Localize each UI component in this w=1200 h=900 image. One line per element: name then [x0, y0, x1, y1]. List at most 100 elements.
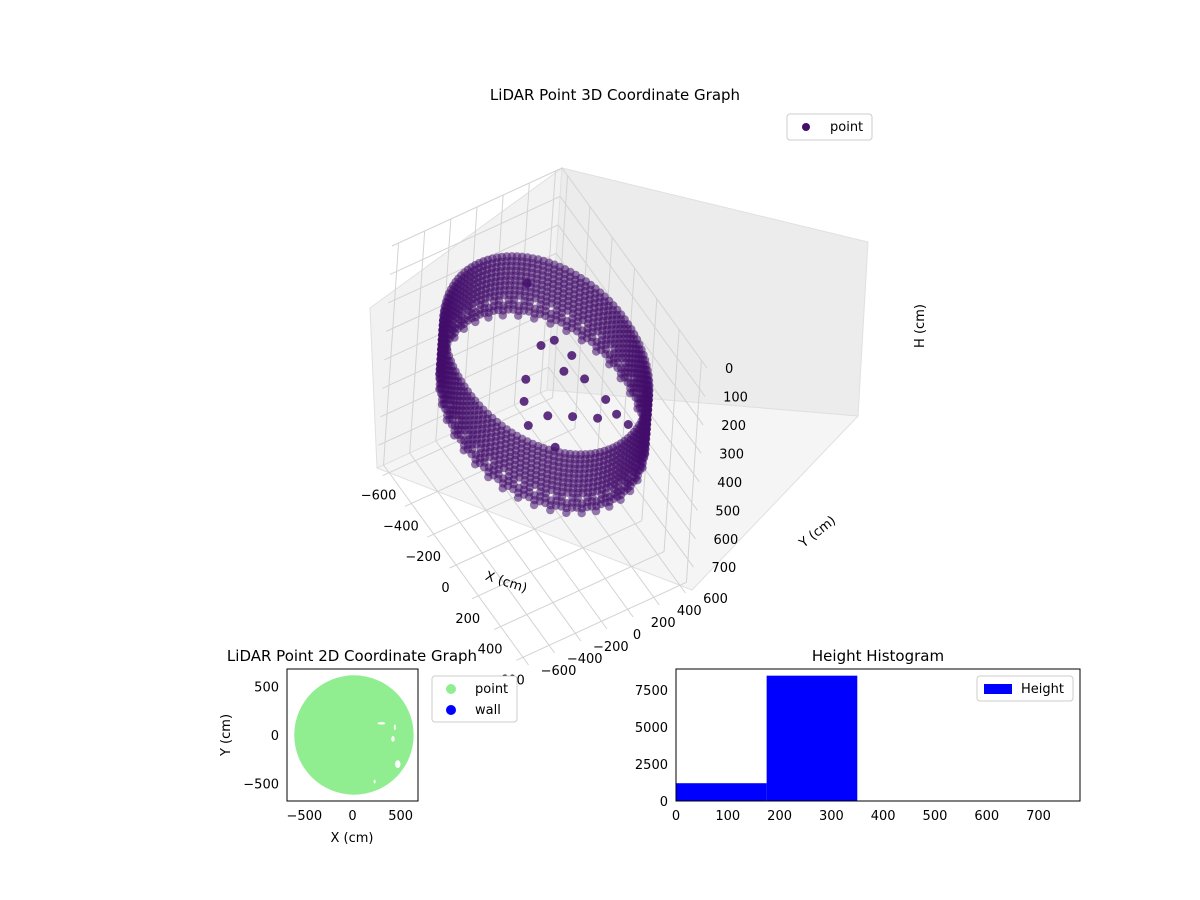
point-marker-3d	[562, 326, 571, 336]
point-marker-3d	[514, 311, 523, 320]
grid-floor-y	[409, 452, 556, 654]
y-tick-label-hist: 2500	[635, 758, 668, 773]
histogram-bars	[676, 675, 858, 801]
z-tick-label-3d: 500	[715, 504, 740, 519]
histogram-bar	[766, 675, 858, 801]
point-marker-3d	[450, 431, 459, 440]
histogram-title: Height Histogram	[812, 647, 944, 665]
point-marker-3d	[549, 335, 559, 345]
axes-histogram: 0 100 200 300 400 500 600 700 0 2500 5000 7500	[635, 684, 1051, 824]
grid-left-h	[382, 309, 553, 389]
legend-marker-height	[984, 684, 1012, 694]
legend-3d: point	[786, 113, 873, 141]
grid-back-h	[559, 196, 706, 397]
point-marker-3d	[484, 472, 493, 482]
legend-label-wall-2d: wall	[475, 703, 501, 718]
point-marker-3d	[498, 484, 507, 493]
chart-3d: LiDAR Point 3D Coordinate Graph −600−400…	[361, 86, 928, 688]
y-tick-label-hist: 7500	[635, 684, 668, 699]
y-tick-label-3d: 200	[651, 616, 676, 631]
z-tick-label-3d: 700	[712, 561, 737, 576]
y-tick-label-hist: 5000	[635, 721, 668, 736]
x-tick-label-hist: 500	[923, 809, 948, 824]
x-tick-label-3d: −600	[361, 489, 397, 504]
point-marker-3d	[513, 493, 523, 502]
legend-label-point-3d: point	[830, 120, 863, 135]
legend-2d: point wall	[431, 675, 518, 723]
y-tick-label-3d: 400	[677, 604, 702, 619]
point-marker-3d	[591, 506, 601, 516]
point-marker-3d	[601, 395, 611, 404]
point-marker-3d	[605, 502, 614, 511]
legend-label-height: Height	[1021, 682, 1064, 697]
point-marker-3d	[521, 374, 531, 384]
point-marker-3d	[592, 347, 601, 356]
grid-floor-y	[383, 464, 529, 666]
point-marker-3d	[530, 314, 539, 323]
grid-left-y	[409, 230, 426, 454]
chart-histogram: Height Histogram 0 100 200 300 400 500 600 7000…	[635, 647, 1081, 824]
grid-left-h	[389, 196, 561, 275]
point-marker-3d	[577, 336, 586, 345]
point-marker-3d	[484, 313, 493, 322]
point-marker-3d	[605, 360, 614, 369]
legend-label-point-2d: point	[475, 682, 508, 697]
point-marker-3d	[519, 396, 529, 406]
axes-3d: −600−400−2000200400600−600−400−200020040…	[361, 362, 748, 688]
grid-floor-y	[435, 440, 582, 642]
grid-left-h	[391, 167, 563, 247]
point-marker-3d	[568, 412, 578, 422]
z-tick-label-3d: 0	[725, 362, 733, 377]
x-tick-label-3d: 0	[441, 581, 449, 596]
grid-back-x	[663, 329, 680, 552]
point-marker-3d	[523, 421, 533, 430]
point-marker-3d	[593, 413, 603, 423]
x-tick-label-hist: 0	[672, 809, 680, 824]
point-marker-3d	[562, 508, 571, 518]
point-marker-3d	[546, 319, 555, 328]
x-tick-label-2d: 500	[388, 809, 413, 824]
gap-2d	[393, 724, 396, 731]
y-tick-label-2d: 0	[271, 729, 279, 744]
x-tick-label-3d: −400	[383, 520, 419, 535]
z-tick-label-3d: 400	[717, 476, 742, 491]
grid-left-y	[383, 242, 400, 466]
x-tick-label-3d: 400	[478, 643, 503, 658]
grid-back-h	[561, 167, 708, 369]
point-marker-3d	[616, 495, 625, 504]
grid-left-h	[380, 338, 551, 418]
x-tick-label-2d: 0	[348, 809, 356, 824]
y-tick-label-3d: 0	[633, 628, 641, 643]
z-tick-label-3d: 100	[723, 391, 748, 406]
x-tick-label-hist: 200	[767, 809, 792, 824]
point-marker-3d	[536, 341, 546, 350]
frame-2d	[286, 668, 419, 802]
x-tick-label-hist: 400	[871, 809, 896, 824]
histogram-bar	[676, 783, 767, 801]
axes-2d: −500 0 500 −500 0 500	[243, 680, 413, 824]
y-tick-label-3d: −200	[593, 640, 629, 655]
legend-marker-point-3d	[802, 123, 810, 131]
chart-2d-title: LiDAR Point 2D Coordinate Graph	[227, 647, 477, 665]
point-marker-3d	[612, 409, 622, 419]
z-axis-label-3d: H (cm)	[913, 304, 928, 348]
y-axis-label-2d: Y (cm)	[219, 714, 234, 757]
point-marker-3d	[459, 446, 468, 455]
grid-back-h	[551, 310, 698, 511]
x-axis-label-2d: X (cm)	[331, 831, 374, 846]
chart-3d-title: LiDAR Point 3D Coordinate Graph	[490, 86, 740, 104]
gap-2d	[391, 735, 395, 742]
point-marker-3d	[546, 505, 555, 515]
point-marker-3d	[559, 366, 569, 376]
gaps-2d	[373, 722, 401, 784]
gap-2d	[373, 779, 376, 784]
point-marker-3d	[471, 317, 480, 327]
x-tick-label-hist: 100	[715, 809, 740, 824]
y-tick-label-3d: −400	[567, 652, 603, 667]
point-marker-3d	[580, 374, 590, 384]
z-tick-label-3d: 600	[714, 533, 739, 548]
point-marker-3d	[577, 509, 586, 518]
legend-marker-point-2d	[446, 684, 456, 694]
y-tick-label-3d: −600	[541, 664, 577, 679]
x-tick-label-hist: 300	[819, 809, 844, 824]
